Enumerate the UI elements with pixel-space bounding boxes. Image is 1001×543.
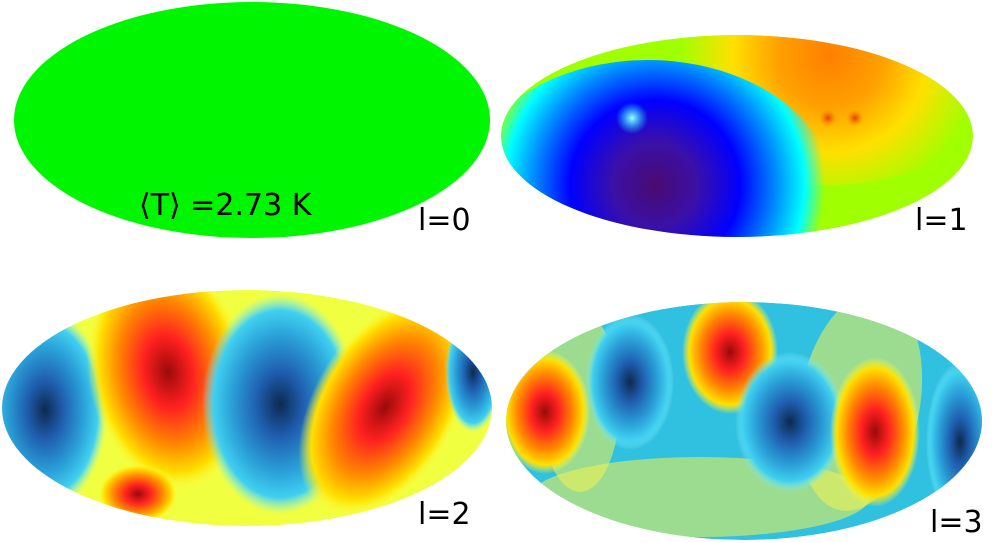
hot-spot — [98, 464, 178, 524]
cold-spot — [735, 352, 845, 492]
mean-temperature-text: ⟨T⟩ =2.73 K — [139, 188, 312, 223]
dipole-red-spot — [846, 109, 864, 127]
panel-label-l3: l=3 — [930, 505, 983, 540]
panel-label-l2: l=2 — [418, 497, 471, 532]
dipole-cyan-spot — [616, 102, 648, 134]
dipole-red-spot — [819, 109, 837, 127]
monopole-ellipse — [14, 2, 490, 238]
octupole-panel: l=3 — [500, 272, 1001, 543]
octupole-map — [506, 302, 982, 540]
monopole-panel: ⟨T⟩ =2.73 K l=0 — [0, 0, 500, 272]
hot-spot — [298, 297, 472, 517]
quadrupole-map — [2, 290, 492, 526]
panel-label-l0: l=0 — [418, 203, 471, 238]
cold-spot — [445, 312, 492, 432]
hot-spot — [830, 357, 920, 507]
hot-spot — [506, 350, 590, 474]
cold-spot — [926, 362, 982, 522]
dipole-cold-lobe — [501, 60, 838, 237]
monopole-map — [14, 2, 490, 238]
dipole-panel: l=1 — [500, 0, 1001, 272]
quadrupole-panel: l=2 — [0, 272, 500, 543]
cold-spot — [586, 314, 674, 450]
dipole-map — [501, 35, 973, 237]
panel-label-l1: l=1 — [915, 203, 968, 238]
